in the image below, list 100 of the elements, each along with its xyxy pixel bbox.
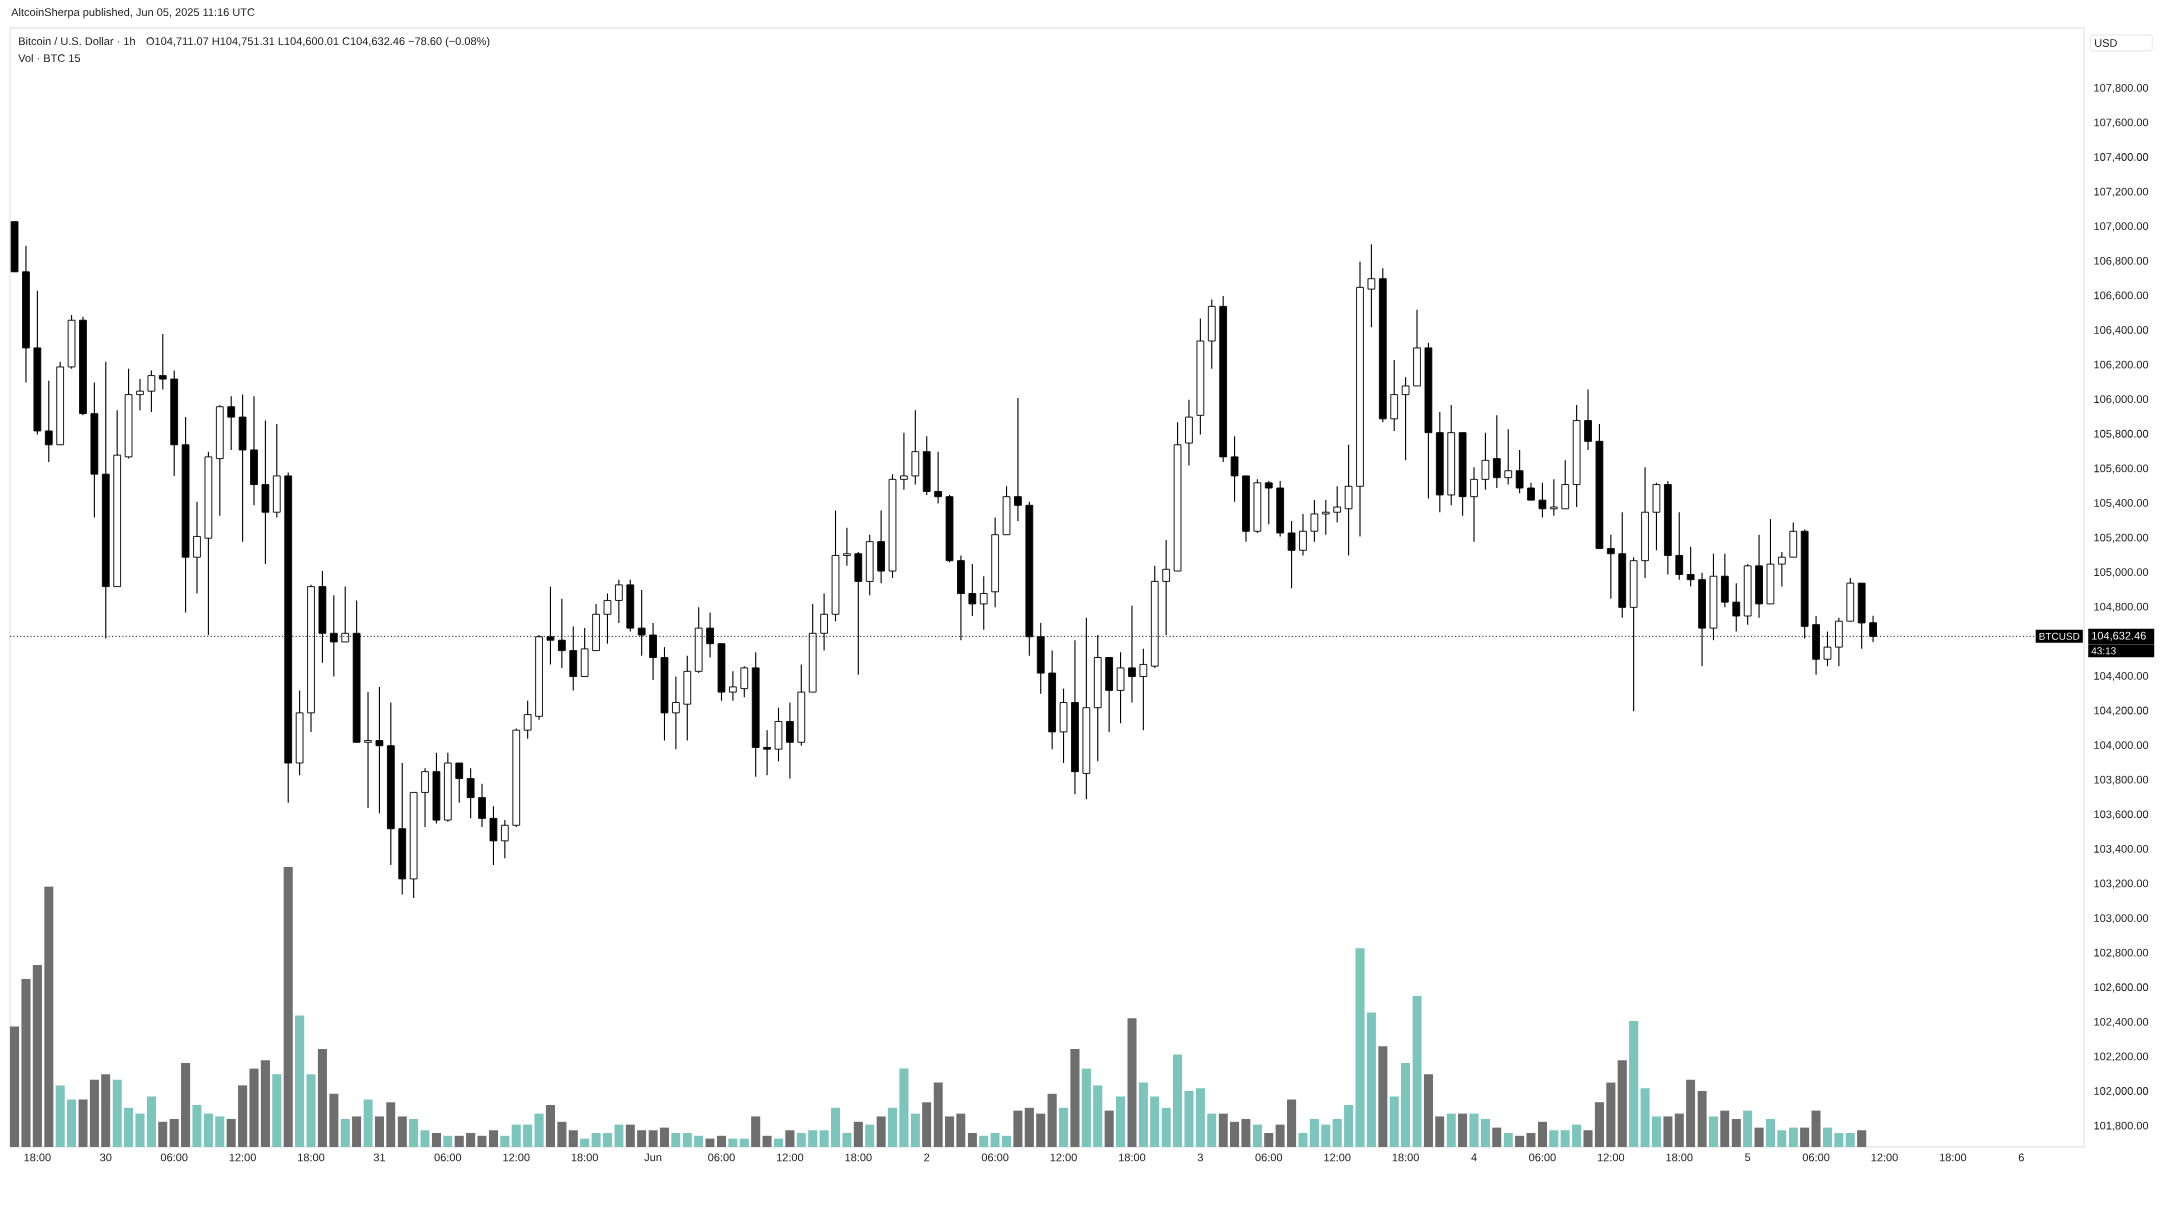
- candlestick: [44, 380, 53, 463]
- bar: [1537, 1121, 1547, 1147]
- bar: [773, 1138, 784, 1147]
- y-tick-label: 103,400.00: [2094, 844, 2149, 855]
- bar: [1515, 1135, 1525, 1147]
- bar: [580, 1138, 590, 1147]
- candlestick: [1515, 449, 1524, 494]
- bar: [1355, 948, 1365, 1147]
- bar: [682, 1133, 692, 1147]
- bar: [1572, 1124, 1582, 1147]
- bar: [933, 1082, 943, 1147]
- y-tick-label: 104,200.00: [2094, 706, 2149, 716]
- candlestick: [1492, 414, 1501, 489]
- bar: [89, 1079, 99, 1147]
- x-tick-label: 06:00: [1529, 1153, 1556, 1162]
- bar: [420, 1130, 430, 1147]
- bar: [454, 1135, 464, 1147]
- y-axis-title: USD: [2095, 39, 2117, 47]
- bar: [1549, 1130, 1559, 1147]
- bar: [1093, 1085, 1103, 1147]
- x-tick-label: 18:00: [1666, 1153, 1693, 1162]
- candlestick: [1344, 444, 1353, 557]
- bar: [1207, 1113, 1217, 1147]
- x-tick-label: 18:00: [571, 1153, 598, 1162]
- candlestick: [421, 767, 429, 828]
- bar: [853, 1121, 863, 1147]
- bar: [671, 1133, 681, 1147]
- candlestick: [1367, 243, 1376, 328]
- bar: [1503, 1133, 1513, 1147]
- y-tick-label: 103,200.00: [2094, 879, 2149, 889]
- x-tick-label: 12:00: [776, 1153, 804, 1162]
- bar: [716, 1135, 727, 1147]
- bar: [1708, 1116, 1719, 1147]
- bar: [112, 1079, 122, 1147]
- bar: [1138, 1082, 1148, 1147]
- bar: [1583, 1130, 1593, 1147]
- text: Bitcoin / U.S. Dollar · 1h: [19, 37, 135, 46]
- y-tick-label: 104,800.00: [2094, 602, 2149, 612]
- candlestick: [1116, 651, 1125, 724]
- bar: [1218, 1113, 1228, 1147]
- y-tick-label: 105,400.00: [2094, 499, 2149, 509]
- bar: [545, 1105, 556, 1147]
- bar: [739, 1138, 749, 1147]
- bar: [1001, 1135, 1012, 1147]
- y-tick-label: 106,400.00: [2094, 326, 2149, 336]
- bar: [1195, 1088, 1205, 1147]
- x-tick-label: 5: [1745, 1153, 1751, 1162]
- candlestick: [136, 378, 144, 411]
- bar: [1058, 1107, 1069, 1147]
- candlestick: [1470, 466, 1478, 543]
- candlestick: [1321, 499, 1330, 536]
- bar: [1150, 1096, 1160, 1147]
- bar: [1857, 1130, 1867, 1147]
- bar: [431, 1133, 441, 1147]
- bar: [1469, 1113, 1479, 1147]
- bar: [283, 867, 293, 1147]
- x-tick-label: 30: [100, 1153, 112, 1162]
- candlestick: [1686, 546, 1695, 588]
- bar: [124, 1107, 134, 1147]
- bar: [1822, 1127, 1833, 1147]
- y-tick-label: 107,400.00: [2094, 153, 2149, 163]
- candlestick: [763, 729, 771, 776]
- candlestick: [466, 767, 475, 819]
- x-tick-label: 12:00: [1050, 1153, 1077, 1162]
- ref-line-label: 104,632.46: [2092, 631, 2146, 641]
- x-tick-label: 18:00: [845, 1153, 872, 1162]
- bar: [876, 1116, 886, 1147]
- x-tick-label: 3: [1197, 1153, 1203, 1162]
- text: AltcoinSherpa published, Jun 05, 2025 11:16 UTC: [11, 8, 255, 19]
- bar: [1389, 1096, 1399, 1147]
- y-tick-label: 102,400.00: [2094, 1017, 2149, 1028]
- bar: [101, 1074, 111, 1147]
- bar: [1788, 1127, 1798, 1147]
- bar: [1081, 1068, 1091, 1147]
- bar: [899, 1068, 909, 1147]
- bar: [659, 1127, 670, 1147]
- x-tick-label: 31: [373, 1153, 386, 1162]
- bar: [1161, 1107, 1171, 1147]
- text: 43:13: [2091, 647, 2116, 655]
- x-tick-label: 2: [924, 1153, 930, 1162]
- x-tick-label: 12:00: [1324, 1153, 1351, 1162]
- candlestick: [1584, 388, 1592, 451]
- candlestick: [364, 691, 372, 809]
- bar: [865, 1124, 875, 1147]
- bar: [1606, 1082, 1616, 1147]
- bar: [363, 1099, 373, 1147]
- bar: [1640, 1088, 1650, 1147]
- bar: [1674, 1113, 1684, 1147]
- bar: [956, 1113, 966, 1147]
- text: O104,711.07 H104,751.31 L104,600.01 C104,632.46 −78.60 (−0.08%): [146, 37, 490, 48]
- bar: [819, 1130, 829, 1147]
- x-tick-label: 06:00: [981, 1153, 1009, 1162]
- bar: [238, 1085, 248, 1147]
- bar: [443, 1135, 453, 1147]
- candlestick: [1287, 520, 1296, 589]
- bar: [1241, 1119, 1251, 1147]
- candlestick: [523, 700, 532, 740]
- bar: [500, 1135, 510, 1147]
- x-tick-label: 06:00: [434, 1153, 462, 1162]
- candlestick: [615, 579, 623, 624]
